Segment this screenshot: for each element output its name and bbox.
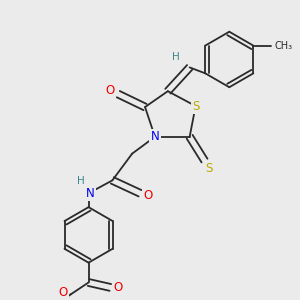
Text: H: H bbox=[172, 52, 180, 62]
Text: N: N bbox=[86, 187, 95, 200]
Text: O: O bbox=[58, 286, 68, 299]
Text: O: O bbox=[143, 189, 153, 202]
Text: CH₃: CH₃ bbox=[274, 40, 292, 51]
Text: O: O bbox=[114, 281, 123, 294]
Text: S: S bbox=[205, 162, 212, 175]
Text: O: O bbox=[106, 84, 115, 97]
Text: N: N bbox=[151, 130, 159, 143]
Text: S: S bbox=[192, 100, 199, 112]
Text: H: H bbox=[77, 176, 85, 186]
